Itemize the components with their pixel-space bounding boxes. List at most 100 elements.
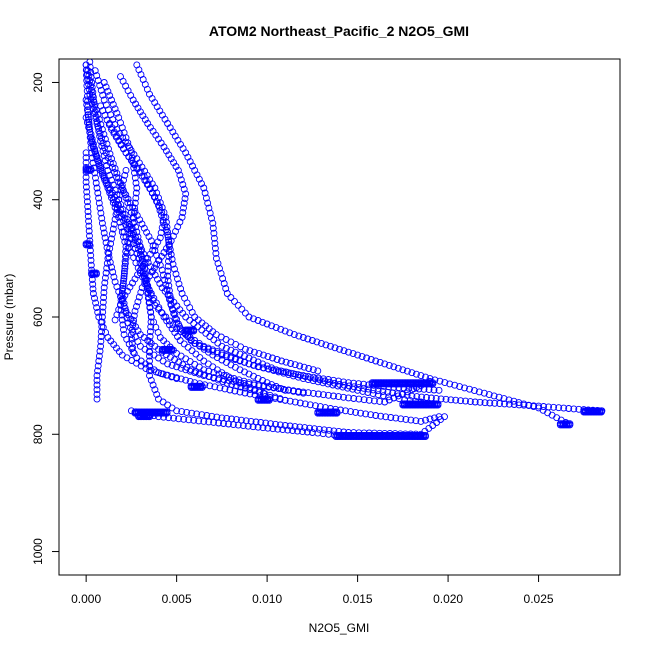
data-point	[245, 370, 253, 378]
data-point	[231, 387, 239, 395]
data-point	[535, 402, 543, 410]
data-point	[269, 366, 277, 374]
data-point	[92, 179, 100, 187]
data-point	[120, 326, 127, 334]
data-point	[279, 426, 287, 434]
data-point	[84, 97, 92, 105]
data-point	[121, 171, 129, 179]
data-point	[129, 348, 137, 356]
data-point	[167, 237, 175, 245]
data-point	[95, 116, 103, 124]
data-point	[164, 360, 172, 368]
data-point	[122, 307, 130, 315]
data-point	[173, 375, 181, 383]
data-point	[320, 426, 328, 434]
data-point	[136, 216, 144, 224]
data-point	[121, 257, 129, 265]
data-point	[92, 299, 100, 307]
data-point	[201, 189, 209, 197]
data-point	[164, 262, 172, 270]
data-point	[84, 208, 92, 215]
data-point	[85, 85, 93, 93]
data-point	[131, 307, 139, 315]
data-point	[235, 376, 243, 384]
data-point	[329, 381, 337, 389]
data-point	[83, 193, 91, 201]
data-point	[228, 381, 236, 388]
data-point	[146, 413, 154, 421]
data-point	[308, 429, 316, 436]
data-point	[299, 389, 307, 397]
data-point	[95, 124, 102, 132]
data-point	[120, 277, 127, 285]
data-point	[480, 389, 488, 397]
data-point	[190, 327, 198, 335]
data-point	[476, 398, 484, 406]
data-point	[408, 392, 416, 400]
data-point	[93, 184, 101, 192]
data-point	[91, 148, 99, 156]
data-point	[240, 377, 248, 385]
data-point	[305, 365, 313, 372]
data-point	[97, 342, 105, 350]
data-point	[165, 317, 173, 325]
data-point	[100, 130, 108, 138]
data-point	[264, 365, 272, 373]
data-point	[147, 313, 155, 321]
data-point	[291, 398, 299, 406]
data-point	[92, 270, 100, 278]
data-point	[225, 420, 232, 428]
data-point	[113, 109, 121, 117]
data-point	[82, 96, 90, 104]
data-point	[204, 199, 212, 207]
data-point	[214, 259, 222, 267]
data-point	[98, 125, 106, 133]
data-point	[193, 410, 201, 418]
data-point	[94, 77, 102, 84]
data-point	[83, 87, 91, 95]
data-point	[101, 274, 109, 282]
data-point	[456, 383, 464, 391]
data-point	[520, 400, 528, 408]
data-point	[149, 381, 157, 389]
data-point	[132, 179, 140, 187]
data-point	[515, 399, 523, 407]
data-point	[163, 286, 171, 294]
data-point	[102, 269, 110, 277]
data-point	[413, 393, 421, 401]
data-point	[134, 104, 142, 112]
data-point	[100, 294, 108, 301]
data-point	[109, 268, 117, 276]
data-point	[387, 414, 395, 421]
data-point	[515, 401, 523, 409]
data-point	[399, 366, 407, 374]
data-point	[441, 413, 448, 421]
data-point	[86, 232, 93, 240]
data-point	[295, 332, 303, 340]
data-point	[105, 253, 113, 261]
data-point	[106, 92, 114, 100]
data-point	[214, 339, 222, 347]
data-point	[268, 381, 276, 389]
data-point	[178, 408, 186, 416]
data-point	[143, 276, 151, 284]
data-point	[168, 305, 176, 313]
data-point	[162, 245, 170, 253]
data-point	[340, 378, 347, 386]
data-point	[88, 137, 96, 145]
data-point	[486, 399, 494, 407]
data-point	[87, 166, 95, 174]
data-point	[177, 352, 185, 360]
data-point	[92, 115, 100, 123]
data-point	[426, 415, 434, 423]
data-point	[84, 203, 92, 211]
data-point	[96, 81, 104, 89]
data-point	[111, 105, 119, 113]
data-point	[93, 304, 101, 312]
data-point	[250, 361, 257, 369]
data-point	[205, 418, 213, 426]
data-point	[202, 194, 210, 202]
data-point	[108, 96, 115, 104]
data-point	[101, 135, 109, 143]
data-point	[120, 267, 128, 275]
